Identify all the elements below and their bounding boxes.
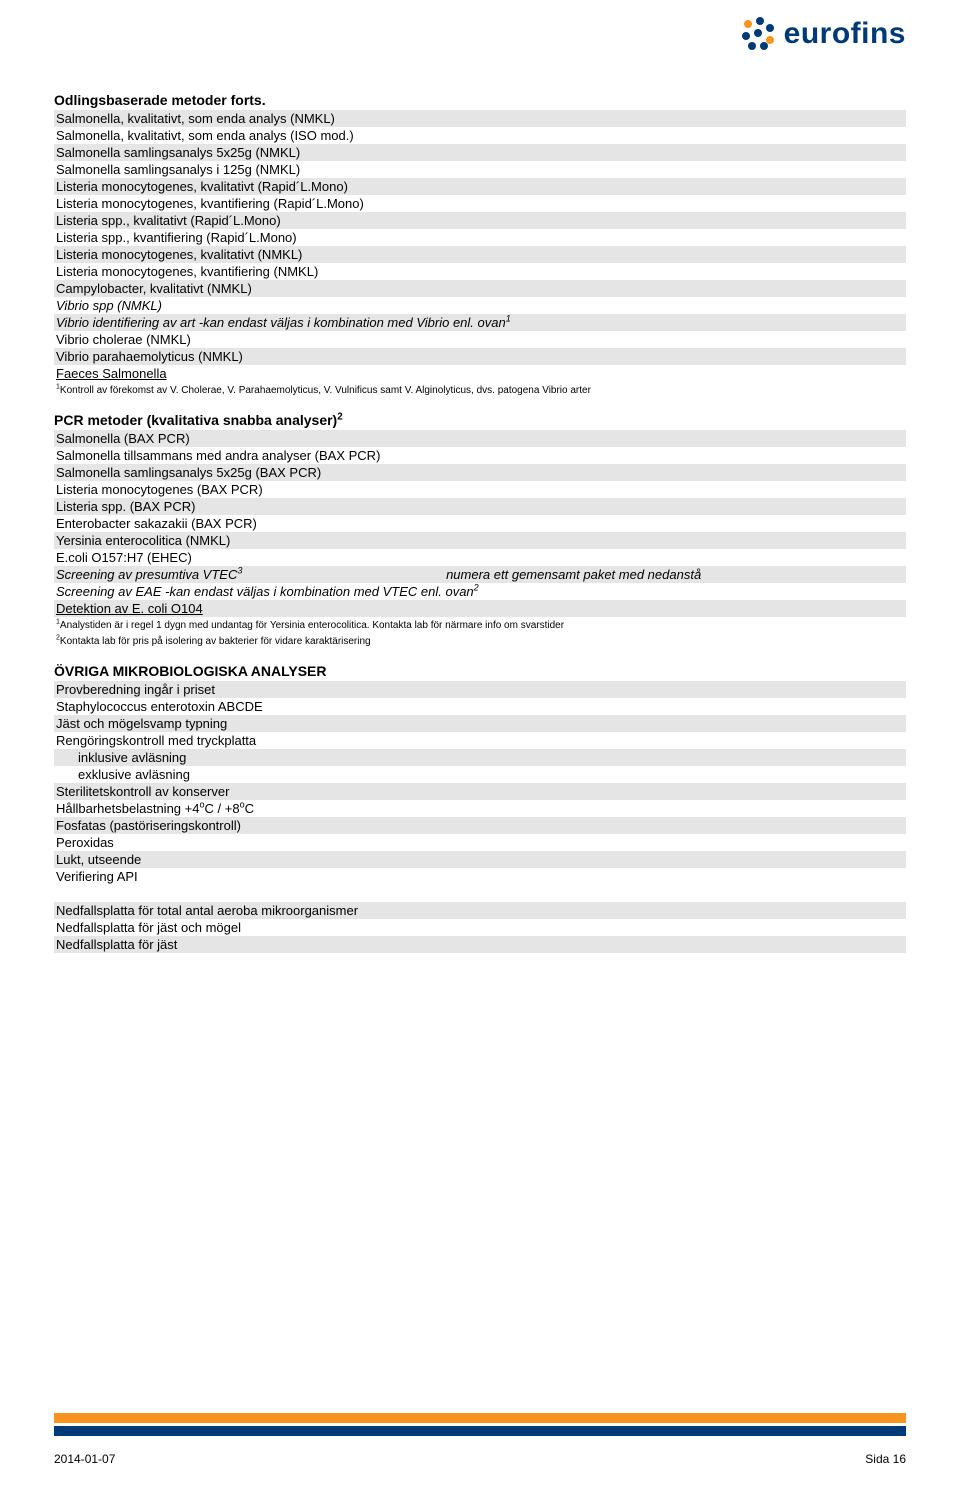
footer-date: 2014-01-07 [54,1452,115,1466]
eae-text: Screening av EAE -kan endast väljas i ko… [56,584,474,599]
footnote1-text: Kontroll av förekomst av V. Cholerae, V.… [60,385,591,396]
eae-sup: 2 [474,583,479,593]
table-row: Lukt, utseende [54,851,906,868]
section2-footnote2: 2Kontakta lab för pris på isolering av b… [54,633,906,649]
table-row: Rengöringskontroll med tryckplatta [54,732,906,749]
s2-fn1-text: Analystiden är i regel 1 dygn med undant… [60,620,564,631]
section1-title: Odlingsbaserade metoder forts. [54,92,906,108]
table-row: Vibrio spp (NMKL) [54,297,906,314]
table-row: Vibrio parahaemolyticus (NMKL) [54,348,906,365]
hallbar-mid: C / +8 [205,801,240,816]
table-row: Salmonella (BAX PCR) [54,430,906,447]
table-row: Listeria spp. (BAX PCR) [54,498,906,515]
table-row: Nedfallsplatta för total antal aeroba mi… [54,902,906,919]
blue-bar [54,1426,906,1436]
vibrio-id-sup: 1 [506,314,511,324]
table-row: Listeria monocytogenes, kvantifiering (N… [54,263,906,280]
s2-fn2-text: Kontakta lab för pris på isolering av ba… [60,636,371,647]
table-row: Listeria spp., kvantifiering (Rapid´L.Mo… [54,229,906,246]
vtec-sup: 3 [237,566,242,576]
footer-page: Sida 16 [865,1452,906,1466]
table-row: Staphylococcus enterotoxin ABCDE [54,698,906,715]
section2-title: PCR metoder (kvalitativa snabba analyser… [54,412,906,428]
eurofins-dots-icon [738,14,778,54]
vtec-right: numera ett gemensamt paket med nedanstå [446,566,904,583]
table-row: Salmonella, kvalitativt, som enda analys… [54,110,906,127]
table-row: Yersinia enterocolitica (NMKL) [54,532,906,549]
table-row: Salmonella tillsammans med andra analyse… [54,447,906,464]
table-row: Listeria monocytogenes (BAX PCR) [54,481,906,498]
table-row: exklusive avläsning [54,766,906,783]
table-row: Listeria monocytogenes, kvalitativt (NMK… [54,246,906,263]
table-row: Verifiering API [54,868,906,885]
table-row: Listeria monocytogenes, kvantifiering (R… [54,195,906,212]
table-row: Faeces Salmonella [54,365,906,382]
table-row: Provberedning ingår i priset [54,681,906,698]
detection-row: Detektion av E. coli O104 [54,600,906,617]
table-row: inklusive avläsning [54,749,906,766]
table-row: Nedfallsplatta för jäst [54,936,906,953]
vibrio-id-text: Vibrio identifiering av art -kan endast … [56,315,506,330]
table-row: Salmonella samlingsanalys i 125g (NMKL) [54,161,906,178]
table-row: Listeria monocytogenes, kvalitativt (Rap… [54,178,906,195]
table-row: Salmonella, kvalitativt, som enda analys… [54,127,906,144]
logo: eurofins [738,14,906,54]
hallbar-end: C [245,801,254,816]
section3-title: ÖVRIGA MIKROBIOLOGISKA ANALYSER [54,663,906,679]
table-row: E.coli O157:H7 (EHEC) [54,549,906,566]
table-row: Salmonella samlingsanalys 5x25g (NMKL) [54,144,906,161]
table-row: Campylobacter, kvalitativt (NMKL) [54,280,906,297]
section1-footnote: 1Kontroll av förekomst av V. Cholerae, V… [54,382,906,398]
table-row: Nedfallsplatta för jäst och mögel [54,919,906,936]
footer-bars [54,1413,906,1436]
logo-text: eurofins [784,17,906,51]
section2-title-sup: 2 [337,411,342,422]
hallbar-pre: Hållbarhetsbelastning +4 [56,801,199,816]
section2-title-text: PCR metoder (kvalitativa snabba analyser… [54,412,337,428]
vtec-row: Screening av presumtiva VTEC3 numera ett… [54,566,906,583]
table-row: Sterilitetskontroll av konserver [54,783,906,800]
table-row: Jäst och mögelsvamp typning [54,715,906,732]
orange-bar [54,1413,906,1423]
table-row: Enterobacter sakazakii (BAX PCR) [54,515,906,532]
table-row: Fosfatas (pastöriseringskontroll) [54,817,906,834]
section2-footnote1: 1Analystiden är i regel 1 dygn med undan… [54,617,906,633]
table-row: Vibrio cholerae (NMKL) [54,331,906,348]
table-row: Salmonella samlingsanalys 5x25g (BAX PCR… [54,464,906,481]
vtec-left: Screening av presumtiva VTEC [56,567,237,582]
vibrio-identifiering: Vibrio identifiering av art -kan endast … [54,314,906,331]
table-row: Listeria spp., kvalitativt (Rapid´L.Mono… [54,212,906,229]
table-row: Peroxidas [54,834,906,851]
hallbarhet-row: Hållbarhetsbelastning +4oC / +8oC [54,800,906,817]
page-footer: 2014-01-07 Sida 16 [54,1452,906,1466]
eae-row: Screening av EAE -kan endast väljas i ko… [54,583,906,600]
